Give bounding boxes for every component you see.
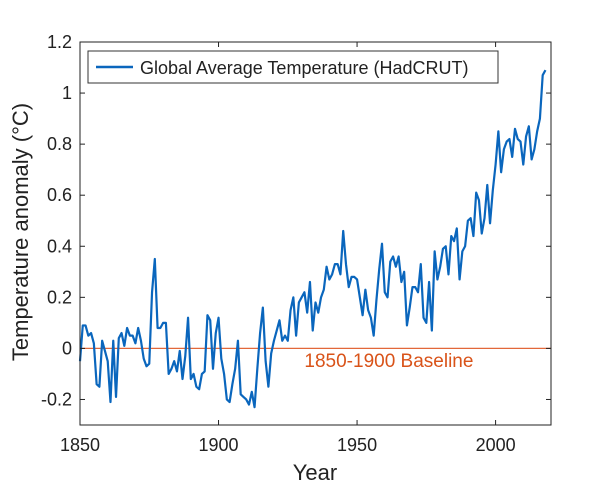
temperature-series-line [78, 69, 547, 409]
y-axis-label: Temperature anomaly (°C) [8, 103, 33, 361]
y-tick-label: 0.8 [47, 134, 72, 154]
y-tick-label: -0.2 [41, 389, 72, 409]
legend: Global Average Temperature (HadCRUT) [87, 50, 499, 84]
x-tick-label: 1850 [60, 435, 100, 455]
baseline-annotation: 1850-1900 Baseline [304, 351, 473, 372]
y-axis-ticks: -0.2 0 0.2 0.4 0.6 0.8 1 1.2 [41, 32, 551, 409]
y-tick-label: 0.2 [47, 287, 72, 307]
x-tick-label: 2000 [476, 435, 516, 455]
legend-box [87, 50, 499, 84]
y-tick-label: 1.2 [47, 32, 72, 52]
y-tick-label: 0.4 [47, 236, 72, 256]
y-tick-label: 0 [62, 338, 72, 358]
x-axis-label: Year [293, 460, 337, 485]
x-axis-ticks: 1850 1900 1950 2000 [60, 42, 516, 455]
y-tick-label: 1 [62, 83, 72, 103]
axes-frame [79, 41, 552, 426]
x-tick-label: 1900 [199, 435, 239, 455]
y-tick-label: 0.6 [47, 185, 72, 205]
plot-area [78, 41, 552, 426]
legend-label: Global Average Temperature (HadCRUT) [140, 58, 468, 78]
x-tick-label: 1950 [337, 435, 377, 455]
